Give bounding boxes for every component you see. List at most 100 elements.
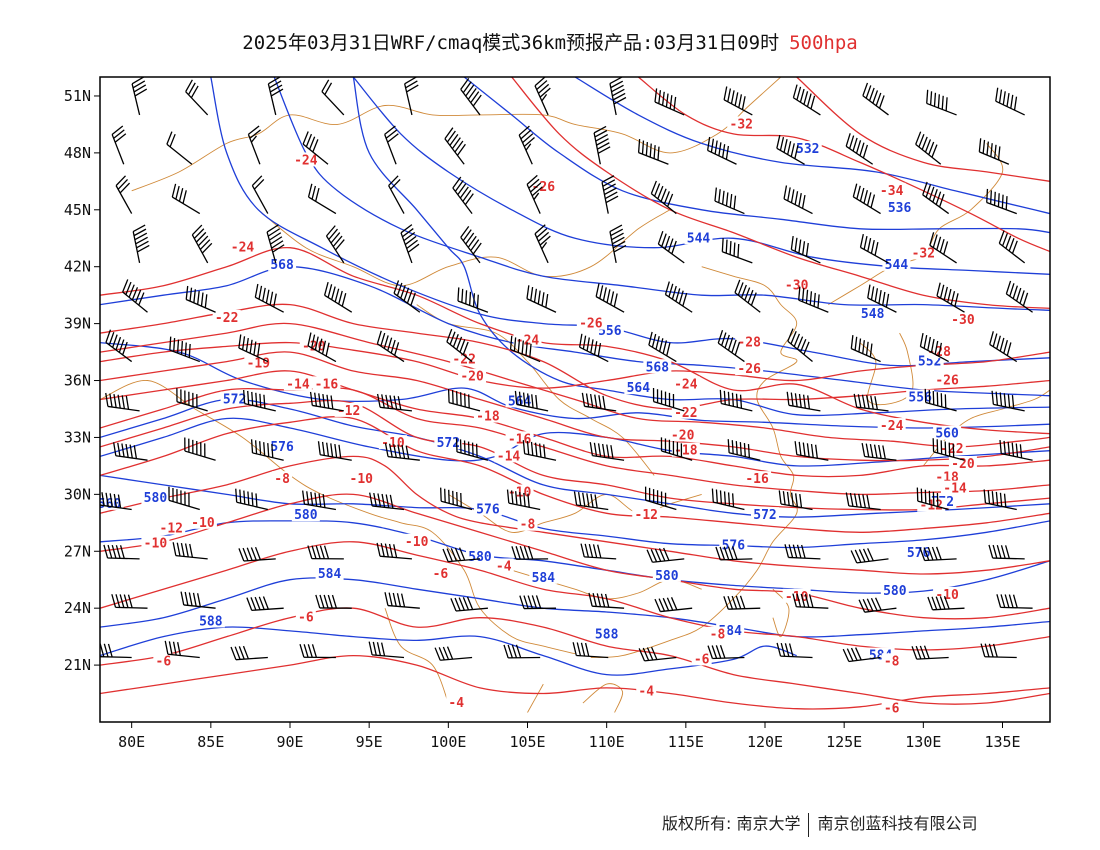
temperature-contour	[100, 416, 1050, 533]
temperature-contour	[100, 303, 1050, 410]
temp-label-bg	[948, 456, 977, 470]
temp-label: -22	[215, 311, 238, 326]
wind-barb	[792, 84, 821, 116]
wind-barb	[251, 175, 269, 214]
height-label-bg	[880, 583, 909, 598]
height-label-bg	[906, 389, 935, 404]
x-tick-label: 125E	[826, 733, 862, 751]
wind-barb	[790, 235, 821, 264]
wind-barb	[111, 594, 148, 609]
temp-label-bg	[671, 442, 700, 457]
wind-barb	[998, 230, 1026, 264]
wind-barb	[707, 645, 745, 660]
height-label-bg	[882, 256, 911, 271]
wind-barb	[792, 593, 829, 609]
temp-label-bg	[334, 402, 363, 417]
temp-label-bg	[291, 152, 320, 167]
wind-barb	[581, 392, 617, 412]
temperature-contour	[100, 387, 1050, 496]
wind-barb	[919, 333, 949, 363]
temp-label: -8	[274, 472, 290, 487]
wind-barb	[299, 644, 336, 659]
temp-label: -28	[737, 336, 761, 351]
wind-barb	[711, 488, 745, 511]
temp-label-bg	[941, 480, 969, 495]
wind-barb	[169, 336, 200, 363]
height-label: 580	[883, 584, 907, 599]
temp-label: -8	[710, 628, 726, 643]
temp-label-bg	[402, 533, 431, 548]
wind-barb	[384, 125, 399, 165]
temp-label: -14	[286, 377, 310, 392]
wind-barb	[578, 333, 609, 363]
height-label-bg	[858, 306, 887, 321]
height-label: 568	[646, 360, 670, 375]
temperature-contour	[511, 77, 1050, 310]
height-label: 560	[98, 497, 122, 512]
wind-barb	[660, 437, 693, 461]
wind-barb	[794, 441, 829, 461]
wind-barb	[457, 287, 489, 313]
wind-barb	[238, 334, 269, 363]
temp-label: -30	[951, 313, 975, 328]
temp-label-bg	[877, 182, 906, 197]
temp-label: -6	[884, 702, 900, 717]
temp-label: -32	[912, 246, 935, 261]
height-label-bg	[141, 490, 170, 505]
wind-barb	[506, 489, 541, 511]
wind-barb	[924, 388, 957, 412]
temp-label-bg	[529, 179, 558, 194]
temp-label: -18	[476, 410, 500, 425]
wind-barb	[460, 77, 482, 116]
wind-barb	[113, 442, 148, 461]
height-label-bg	[434, 435, 463, 450]
wind-barb	[915, 131, 942, 165]
temperature-contour	[100, 493, 1050, 620]
temp-label: -24	[294, 153, 318, 168]
wind-barb	[235, 488, 268, 511]
wind-barb	[858, 597, 897, 613]
wind-barb	[184, 437, 216, 461]
wind-barb	[171, 183, 201, 215]
wind-barb	[638, 646, 677, 662]
temp-label: -26	[737, 362, 761, 377]
height-label: 572	[753, 508, 776, 523]
wind-barb	[388, 175, 405, 214]
y-tick-label: 51N	[64, 87, 91, 105]
border-line	[582, 683, 624, 713]
height-label-bg	[268, 438, 297, 453]
wind-barb	[787, 328, 813, 363]
wind-barb	[995, 87, 1025, 116]
temp-label-bg	[881, 700, 902, 715]
wind-barb	[526, 174, 543, 214]
wind-barb	[307, 332, 337, 363]
wind-barb	[991, 390, 1025, 412]
wind-barb	[534, 77, 551, 116]
height-contour	[463, 77, 1050, 234]
wind-barb	[664, 281, 693, 313]
temperature-contour	[100, 607, 1050, 705]
y-tick-label: 42N	[64, 258, 91, 276]
wind-barb	[266, 224, 285, 264]
wind-barb	[511, 545, 549, 560]
temp-label-bg	[636, 683, 657, 698]
height-label-bg	[751, 507, 779, 522]
temp-label: -6	[298, 611, 314, 626]
x-tick-label: 130E	[905, 733, 941, 751]
temp-label: -12	[337, 404, 360, 419]
height-label-bg	[505, 393, 534, 408]
wind-barb	[652, 388, 685, 412]
wind-barb	[980, 643, 1017, 659]
height-label: 548	[861, 307, 885, 322]
wind-barb	[588, 592, 625, 609]
temp-label-bg	[244, 355, 273, 370]
wind-barb	[850, 335, 881, 363]
wind-barb	[191, 224, 213, 264]
wind-barb	[111, 125, 127, 165]
temp-label-bg	[948, 311, 977, 326]
height-label-bg	[315, 566, 344, 581]
wind-barb	[845, 133, 874, 165]
border-line	[258, 209, 671, 287]
temp-label-bg	[141, 535, 170, 550]
